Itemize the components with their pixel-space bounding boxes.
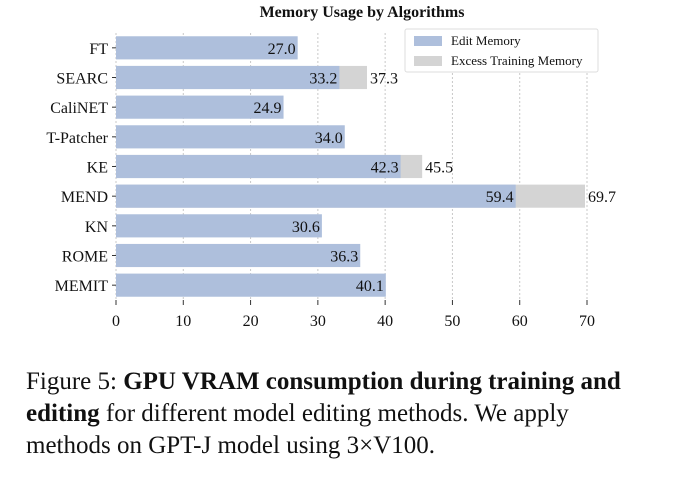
bar-edit-searc [116, 65, 340, 90]
legend-swatch-edit-memory [414, 36, 442, 46]
value-label-edit-memit: 40.1 [356, 278, 384, 295]
value-label-edit-t-patcher: 34.0 [315, 130, 343, 147]
value-label-edit-kn: 30.6 [292, 219, 320, 236]
category-label-ke: KE [87, 160, 108, 177]
value-label-excess-searc: 37.3 [370, 71, 398, 88]
caption-label: Figure 5: [26, 368, 117, 395]
bar-edit-mend [116, 184, 516, 208]
caption-rest: for different model editing methods. We … [26, 400, 569, 459]
value-label-edit-calinet: 24.9 [254, 100, 282, 117]
legend: Edit Memory Excess Training Memory [404, 28, 599, 73]
category-label-kn: KN [85, 219, 109, 236]
legend-swatch-excess-training-memory [414, 56, 442, 66]
x-tick-label-30: 30 [310, 313, 326, 330]
value-label-edit-searc: 33.2 [309, 71, 337, 88]
category-label-rome: ROME [62, 249, 108, 266]
value-label-edit-mend: 59.4 [486, 189, 514, 206]
x-axis: 0 10 20 30 40 50 60 70 [112, 300, 595, 330]
category-label-memit: MEMIT [55, 278, 109, 295]
category-label-calinet: CaliNET [50, 100, 108, 117]
value-label-edit-ft: 27.0 [268, 41, 296, 58]
category-label-searc: SEARC [56, 71, 108, 88]
value-label-excess-ke: 45.5 [425, 160, 453, 177]
category-label-t-patcher: T-Patcher [46, 130, 108, 147]
bar-edit-ke [116, 154, 401, 179]
caption-bold: GPU VRAM consumption during training and… [26, 368, 621, 427]
memory-usage-chart: Memory Usage by Algorithms 27.033.2 37.32… [46, 4, 616, 330]
x-tick-label-50: 50 [444, 313, 460, 330]
bar-edit-t-patcher [116, 125, 345, 149]
bar-edit-kn [116, 214, 322, 238]
bar-edit-ft [116, 36, 298, 60]
category-label-mend: MEND [61, 189, 108, 206]
x-tick-label-0: 0 [112, 313, 120, 330]
bar-edit-rome [116, 243, 361, 268]
x-tick-label-10: 10 [175, 313, 191, 330]
bar-edit-calinet [116, 95, 284, 119]
category-label-ft: FT [89, 41, 108, 58]
value-label-edit-ke: 42.3 [371, 160, 399, 177]
legend-label-edit-memory: Edit Memory [451, 33, 521, 48]
figure-caption: Figure 5: GPU VRAM consumption during tr… [26, 366, 626, 462]
legend-label-excess-training-memory: Excess Training Memory [451, 53, 583, 68]
x-tick-label-60: 60 [512, 313, 528, 330]
value-label-edit-rome: 36.3 [330, 249, 358, 266]
chart-title: Memory Usage by Algorithms [260, 4, 465, 21]
x-tick-label-40: 40 [377, 313, 393, 330]
x-tick-label-20: 20 [243, 313, 259, 330]
bars: 27.0 33.2 37.3 24.9 34.0 42.3 45.5 59.4 69.7 30.6… [116, 36, 616, 297]
bar-edit-memit [116, 273, 386, 297]
x-tick-label-70: 70 [579, 313, 595, 330]
value-label-excess-mend: 69.7 [588, 189, 616, 206]
legend-box [404, 28, 599, 73]
y-axis-labels: FT SEARC CaliNET T-Patcher KE MEND KN ROME MEMIT [46, 41, 116, 295]
